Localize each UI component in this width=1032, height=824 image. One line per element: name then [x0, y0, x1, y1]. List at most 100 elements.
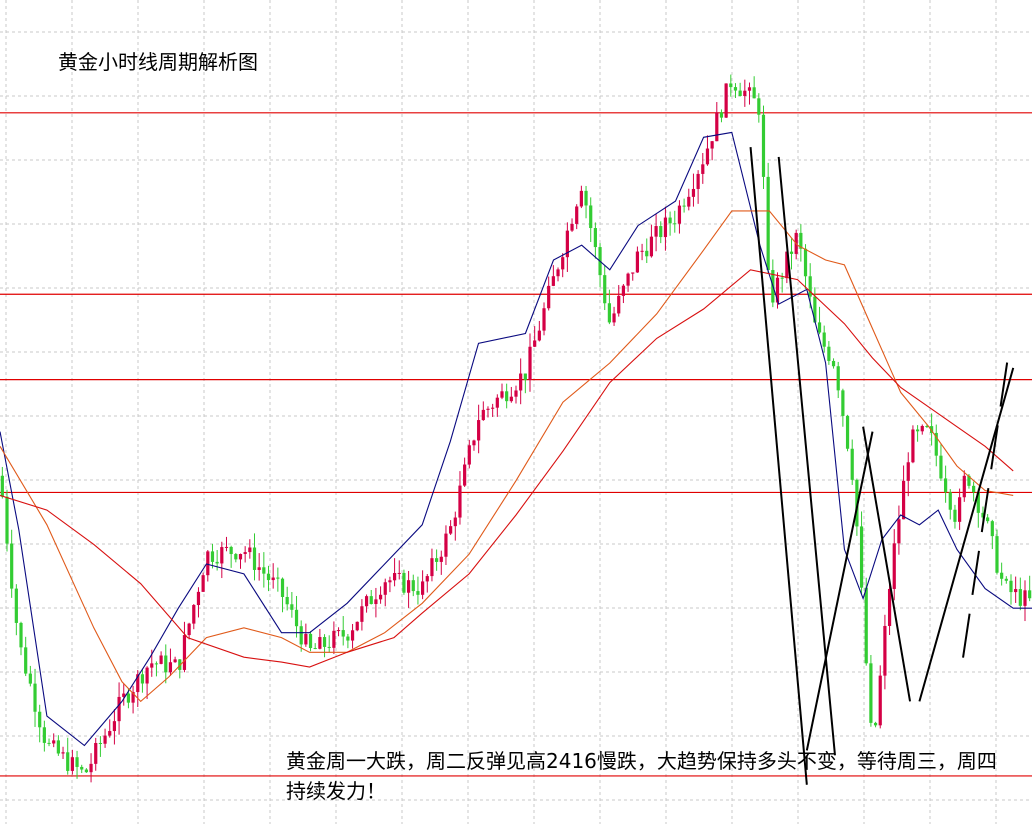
candle-body: [126, 693, 131, 703]
candle-body: [10, 543, 14, 589]
candle-body: [733, 87, 738, 91]
candle-body: [981, 512, 985, 518]
candle-body: [294, 609, 299, 627]
candle-body: [822, 332, 826, 347]
candle-body: [869, 663, 873, 723]
candle-body: [257, 567, 261, 570]
candle-body: [817, 322, 822, 333]
projection-line: [971, 550, 980, 595]
candle-body: [374, 599, 378, 605]
candle-body: [990, 521, 994, 537]
candle-body: [150, 663, 154, 668]
candle-body: [271, 577, 275, 581]
candle-body: [873, 722, 878, 726]
candle-body: [140, 674, 145, 684]
candle-body: [509, 396, 513, 402]
candle-body: [906, 462, 910, 481]
candle-body: [831, 360, 836, 367]
candle-body: [565, 230, 569, 258]
candle-body: [887, 588, 892, 626]
candle-body: [56, 740, 60, 754]
candle-body: [505, 391, 509, 402]
candle-body: [738, 90, 742, 97]
candle-body: [178, 659, 182, 670]
candle-body: [327, 646, 331, 648]
candle-body: [299, 626, 303, 645]
chart-title: 黄金小时线周期解析图: [58, 50, 258, 74]
candle-body: [322, 637, 327, 647]
candle-body: [402, 572, 406, 593]
candle-body: [131, 692, 135, 703]
trend-line: [918, 367, 1015, 702]
candle-body: [262, 567, 266, 574]
candle-body: [930, 426, 934, 433]
candle-body: [397, 572, 401, 574]
candle-body: [523, 373, 527, 380]
candle-body: [5, 496, 9, 544]
candle-body: [631, 272, 635, 274]
candle-body: [136, 674, 140, 693]
candle-body: [962, 475, 966, 498]
candle-body: [761, 114, 766, 177]
candle-body: [715, 112, 719, 142]
candle-body: [668, 217, 672, 224]
candle-body: [533, 340, 537, 347]
candle-body: [122, 693, 126, 697]
candle-body: [439, 556, 443, 562]
candle-body: [813, 296, 817, 323]
candle-body: [75, 757, 79, 767]
candle-body: [682, 205, 686, 207]
candle-body: [61, 752, 65, 754]
candle-body: [1000, 572, 1004, 579]
candle-body: [495, 397, 499, 408]
candle-body: [649, 236, 654, 257]
ma-slow-line: [0, 269, 1014, 668]
candle-body: [827, 346, 831, 361]
candle-body: [248, 547, 252, 553]
candle-body: [743, 90, 747, 97]
candle-body: [444, 533, 448, 557]
candle-body: [561, 257, 565, 270]
candle-body: [467, 445, 471, 465]
candle-body: [182, 635, 187, 670]
candle-body: [210, 551, 215, 562]
candle-body: [1009, 580, 1013, 593]
candle-body: [14, 588, 18, 623]
candle-body: [196, 591, 201, 606]
candle-body: [416, 591, 420, 595]
candle-body: [369, 596, 373, 605]
trend-line: [805, 431, 874, 751]
candle-body: [463, 464, 467, 486]
candle-body: [677, 205, 682, 224]
candle-body: [724, 83, 728, 118]
candle-body: [430, 558, 434, 577]
candle-body: [145, 667, 149, 684]
candle-body: [883, 625, 887, 676]
candle-body: [173, 659, 177, 663]
candle-body: [308, 633, 313, 649]
candle-body: [491, 407, 495, 409]
candle-body: [551, 276, 555, 286]
candle-body: [892, 543, 896, 589]
candle-body: [19, 622, 23, 648]
candle-body: [28, 673, 32, 684]
candle-body: [920, 425, 924, 432]
candle-body: [766, 176, 770, 271]
candle-body: [89, 763, 93, 773]
candle-body: [944, 478, 948, 493]
candle-body: [612, 313, 616, 323]
candle-body: [449, 526, 453, 534]
candle-body: [878, 675, 882, 726]
candle-body: [318, 637, 322, 649]
candle-body: [355, 621, 359, 631]
candle-body: [94, 742, 98, 764]
candle-body: [388, 580, 392, 583]
candle-body: [206, 551, 210, 576]
candle-body: [859, 526, 864, 588]
candle-body: [346, 636, 350, 641]
trend-line: [862, 426, 912, 702]
candle-body: [967, 475, 971, 486]
candle-body: [976, 492, 980, 513]
candle-body: [341, 630, 345, 637]
